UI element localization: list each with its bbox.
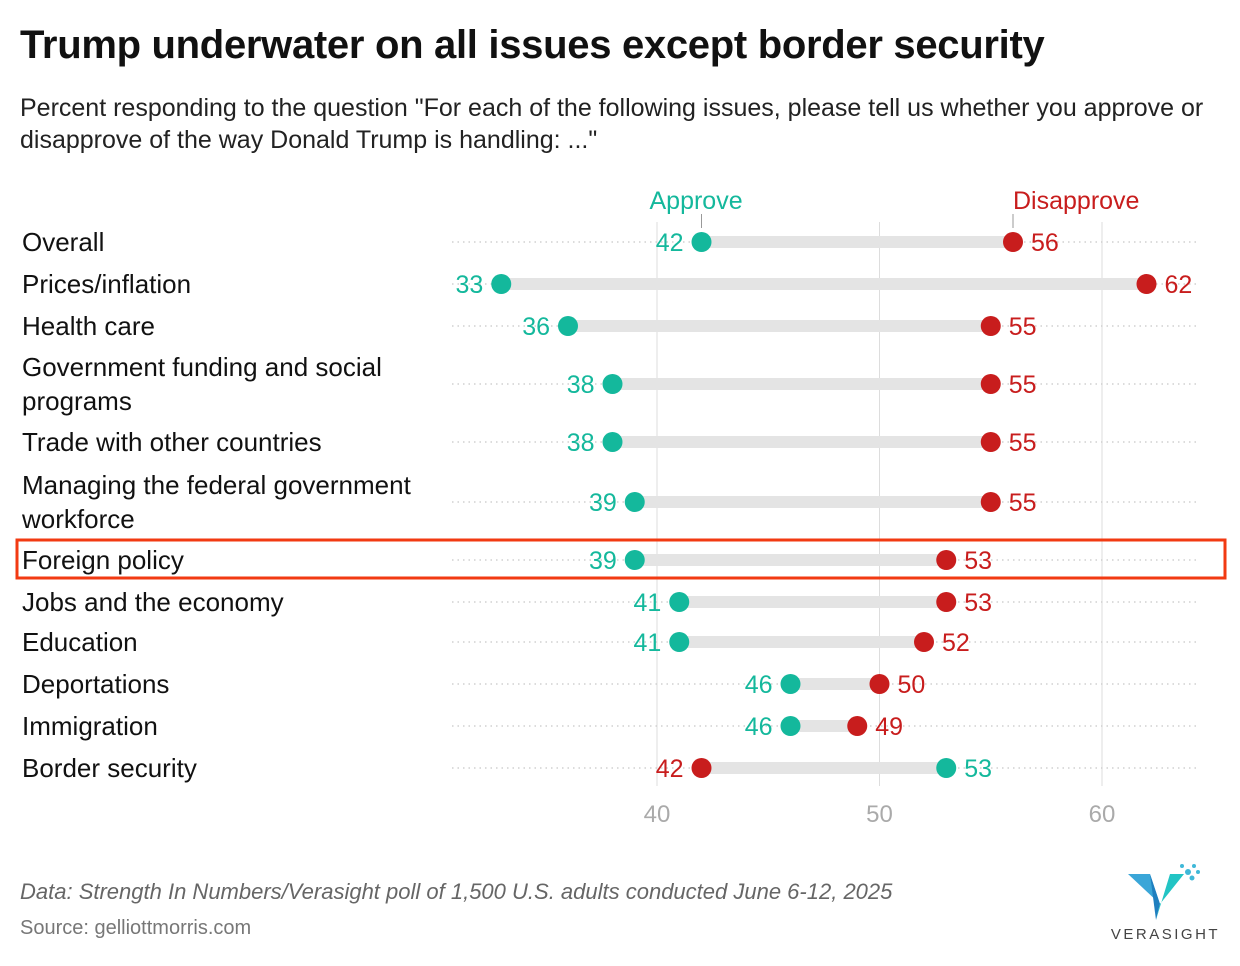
category-label: Health care [22, 311, 155, 341]
disapprove-value-label: 62 [1165, 271, 1193, 299]
disapprove-value-label: 55 [1009, 313, 1037, 341]
highlight-box [15, 538, 1227, 580]
disapprove-dot [914, 632, 934, 652]
category-label: Border security [22, 753, 197, 783]
x-tick-label: 40 [644, 801, 671, 828]
category-label: Trade with other countries [22, 427, 322, 457]
disapprove-dot [847, 716, 868, 736]
verasight-v-logo-icon [1128, 864, 1200, 920]
disapprove-value-label: 55 [1009, 429, 1037, 457]
category-label: Deportations [22, 669, 169, 699]
dot-range-chart: 40 50 60 Overall 42 56 Prices/inflation 33 62 Hea… [15, 187, 1227, 828]
approve-value-label: 41 [633, 629, 661, 657]
disapprove-value-label: 49 [875, 713, 903, 741]
chart-subtitle: Percent responding to the question "For … [20, 94, 1204, 154]
approve-value-label: 38 [567, 371, 595, 399]
approve-value-label: 33 [455, 271, 483, 299]
verasight-logo: VERASIGHT [1108, 862, 1223, 947]
disapprove-value-label: 52 [942, 629, 970, 657]
approve-value-label: 38 [567, 429, 595, 457]
disapprove-dot [869, 674, 890, 694]
approve-value-label: 36 [522, 313, 550, 341]
approve-dot [602, 432, 623, 452]
logo-wordmark: VERASIGHT [1110, 926, 1221, 943]
approve-value-label: 39 [589, 489, 617, 517]
category-label: Foreign policy [22, 545, 184, 575]
approve-dot [491, 274, 512, 294]
approve-dot [624, 492, 645, 512]
approve-value-label: 41 [633, 589, 661, 617]
disapprove-dot [1003, 232, 1023, 252]
category-label: Education [22, 627, 138, 657]
disapprove-dot [1136, 274, 1157, 294]
disapprove-value-label: 56 [1031, 229, 1059, 257]
approve-value-label: 42 [656, 229, 684, 257]
disapprove-dot [980, 316, 1001, 336]
category-label: Overall [22, 227, 104, 257]
disapprove-dot [980, 374, 1001, 394]
approve-dot [558, 316, 578, 336]
disapprove-dot [980, 492, 1001, 512]
legend-approve: Approve [650, 187, 743, 215]
disapprove-value-label: 42 [656, 755, 684, 783]
disapprove-dot [691, 758, 712, 778]
approve-value-label: 46 [745, 713, 773, 741]
category-label: Government funding and social programs [22, 352, 382, 416]
category-label: Prices/inflation [22, 269, 191, 299]
approve-value-label: 39 [589, 547, 617, 575]
disapprove-value-label: 53 [964, 589, 992, 617]
disapprove-value-label: 53 [964, 547, 992, 575]
x-tick-label: 60 [1089, 801, 1116, 828]
approve-dot [691, 232, 712, 252]
approve-value-label: 53 [964, 755, 992, 783]
approve-dot [936, 758, 957, 778]
legend-disapprove: Disapprove [1013, 187, 1139, 215]
disapprove-dot [936, 592, 957, 612]
disapprove-value-label: 50 [898, 671, 926, 699]
category-label: Jobs and the economy [22, 587, 284, 617]
approve-dot [780, 716, 801, 736]
approve-value-label: 46 [745, 671, 773, 699]
approve-dot [602, 374, 623, 394]
disapprove-value-label: 55 [1009, 489, 1037, 517]
disapprove-dot [936, 550, 957, 570]
approve-dot [669, 592, 690, 612]
category-label: Managing the federal government workforc… [22, 470, 411, 534]
x-tick-label: 50 [866, 801, 893, 828]
category-label-box: Government funding and social programs [22, 352, 382, 416]
approve-dot [780, 674, 801, 694]
approve-dot [624, 550, 645, 570]
disapprove-value-label: 55 [1009, 371, 1037, 399]
source-note: Source: gelliottmorris.com [20, 917, 252, 939]
data-note: Data: Strength In Numbers/Verasight poll… [20, 879, 893, 904]
category-label-box: Managing the federal government workforc… [22, 470, 411, 534]
category-label: Immigration [22, 711, 158, 741]
chart-title: Trump underwater on all issues except bo… [20, 23, 1045, 67]
approve-dot [669, 632, 690, 652]
disapprove-dot [980, 432, 1001, 452]
